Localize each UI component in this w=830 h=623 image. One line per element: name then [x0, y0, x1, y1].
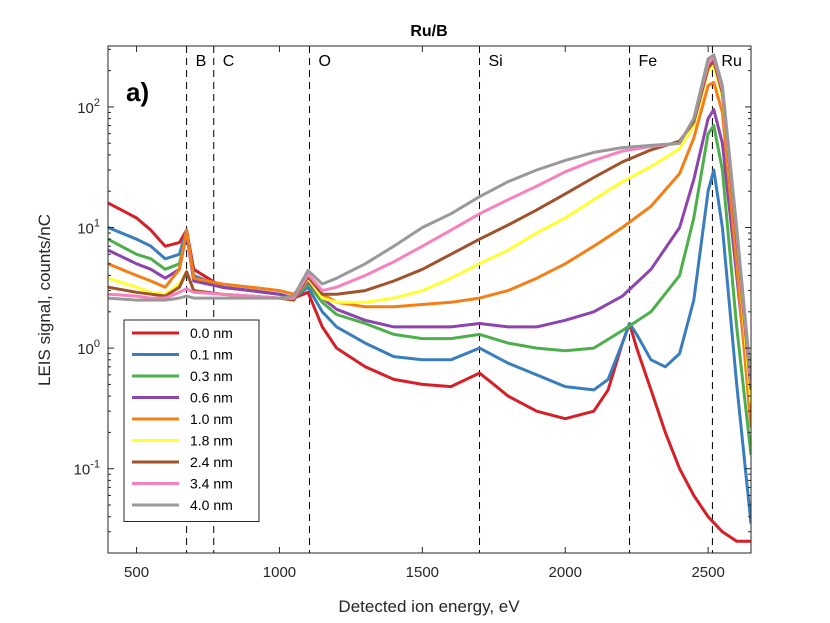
x-tick-label: 1000	[263, 564, 296, 581]
y-tick-label: 10-1	[74, 459, 100, 479]
marker-label: C	[223, 53, 235, 70]
legend: 0.0 nm 0.1 nm 0.3 nm 0.6 nm 1.0 nm 1.8 nm 2.4 …	[123, 319, 260, 522]
marker-label: B	[196, 53, 207, 70]
legend-label: 0.1 nm	[190, 347, 233, 363]
x-tick-label: 1500	[406, 564, 439, 581]
y-tick-label: 101	[77, 218, 100, 238]
legend-label: 4.0 nm	[190, 497, 233, 513]
panel-label: a)	[126, 77, 149, 107]
legend-label: 1.8 nm	[190, 433, 233, 449]
legend-label: 1.0 nm	[190, 411, 233, 427]
legend-label: 0.6 nm	[190, 390, 233, 406]
legend-label: 3.4 nm	[190, 476, 233, 492]
marker-label: Fe	[639, 53, 658, 70]
x-tick-label: 2500	[691, 564, 724, 581]
x-axis-label: Detected ion energy, eV	[338, 597, 520, 616]
marker-label: O	[318, 53, 330, 70]
marker-label: Ru	[721, 53, 741, 70]
y-tick-label: 100	[77, 338, 100, 358]
chart-title: Ru/B	[410, 23, 447, 40]
y-tick-label: 102	[77, 97, 100, 117]
legend-label: 2.4 nm	[190, 454, 233, 470]
series-group	[108, 53, 751, 543]
series-line-8	[108, 53, 751, 380]
y-axis: 10-1 100 101 102	[74, 48, 751, 554]
x-tick-label: 500	[124, 564, 149, 581]
plot-frame	[107, 45, 752, 554]
x-axis: 500 1000 1500 2000 2500	[124, 46, 725, 581]
marker-label: Si	[489, 53, 503, 70]
x-tick-label: 2000	[549, 564, 582, 581]
legend-label: 0.0 nm	[190, 325, 233, 341]
y-axis-label: LEIS signal, counts/nC	[35, 214, 54, 386]
series-line-4	[108, 80, 751, 428]
legend-label: 0.3 nm	[190, 368, 233, 384]
